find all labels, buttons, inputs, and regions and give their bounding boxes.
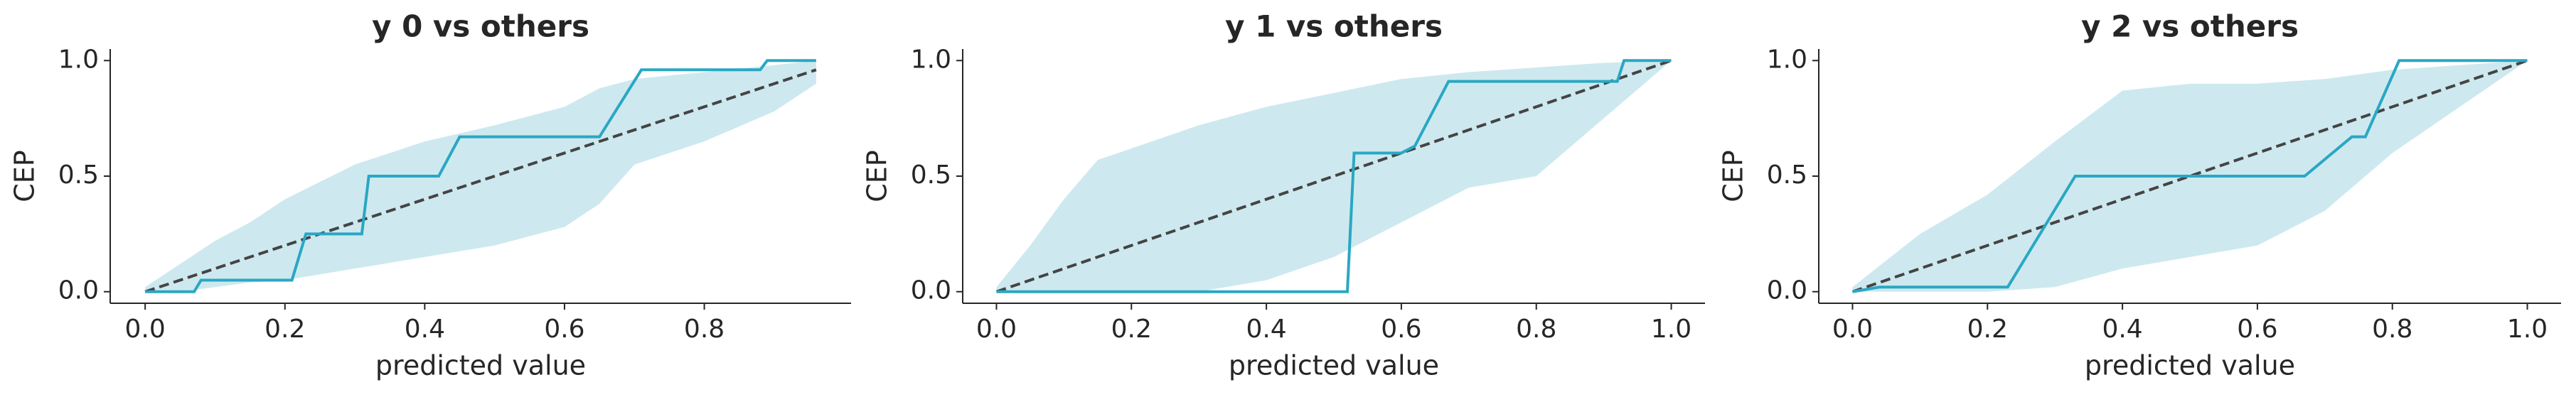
x-axis-label: predicted value [1229,350,1439,381]
y-tick-label: 0.5 [911,161,951,190]
x-tick-label: 0.4 [405,315,445,344]
x-tick-label: 0.8 [684,315,725,344]
x-tick-label: 0.6 [1381,315,1421,344]
x-axis-label: predicted value [375,350,586,381]
x-tick-label: 0.0 [976,315,1017,344]
x-tick-label: 0.8 [1516,315,1556,344]
x-tick-label: 0.6 [2237,315,2277,344]
x-tick-label: 0.2 [1111,315,1152,344]
y-tick-label: 1.0 [58,45,99,74]
x-tick-label: 0.4 [2102,315,2142,344]
x-tick-label: 0.0 [1832,315,1873,344]
confidence-band [996,60,1672,292]
y-axis-label: CEP [1718,150,1749,202]
x-axis-label: predicted value [2085,350,2295,381]
x-tick-label: 0.6 [544,315,584,344]
cep-line [1852,59,2528,293]
cep-line [996,59,1672,293]
y-tick-label: 0.0 [1767,276,1807,305]
reference-line [144,68,817,293]
x-tick-label: 0.2 [1967,315,2008,344]
y-tick-label: 0.0 [58,276,99,305]
x-tick-label: 0.8 [2372,315,2412,344]
y-tick-label: 1.0 [1767,45,1807,74]
y-tick-label: 0.5 [58,161,99,190]
chart-title: y 2 vs others [2081,9,2299,44]
x-tick-label: 1.0 [2507,315,2548,344]
y-axis-label: CEP [862,150,893,202]
y-tick-label: 0.5 [1767,161,1807,190]
x-tick-label: 0.0 [125,315,166,344]
x-tick-label: 1.0 [1651,315,1691,344]
cep-line [145,59,816,293]
y-tick-label: 1.0 [911,45,951,74]
y-tick-label: 0.0 [911,276,951,305]
chart-title: y 0 vs others [372,9,589,44]
y-axis-label: CEP [9,150,41,202]
x-tick-label: 0.4 [1246,315,1286,344]
x-tick-label: 0.2 [264,315,305,344]
chart-title: y 1 vs others [1225,9,1443,44]
